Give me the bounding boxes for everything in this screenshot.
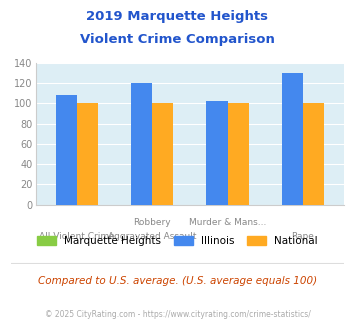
Bar	[56, 95, 77, 205]
Bar	[207, 101, 228, 205]
Text: Compared to U.S. average. (U.S. average equals 100): Compared to U.S. average. (U.S. average …	[38, 276, 317, 285]
Text: © 2025 CityRating.com - https://www.cityrating.com/crime-statistics/: © 2025 CityRating.com - https://www.city…	[45, 310, 310, 319]
Bar	[228, 103, 249, 205]
Text: All Violent Crime: All Violent Crime	[39, 232, 115, 241]
Bar	[131, 83, 152, 205]
Text: 2019 Marquette Heights: 2019 Marquette Heights	[87, 10, 268, 23]
Text: Aggravated Assault: Aggravated Assault	[108, 232, 197, 241]
Bar	[282, 73, 303, 205]
Text: Rape: Rape	[291, 232, 315, 241]
Text: Robbery: Robbery	[133, 218, 171, 227]
Legend: Marquette Heights, Illinois, National: Marquette Heights, Illinois, National	[37, 236, 318, 246]
Bar	[77, 103, 98, 205]
Bar	[303, 103, 324, 205]
Text: Violent Crime Comparison: Violent Crime Comparison	[80, 33, 275, 46]
Bar	[152, 103, 173, 205]
Text: Murder & Mans...: Murder & Mans...	[189, 218, 266, 227]
